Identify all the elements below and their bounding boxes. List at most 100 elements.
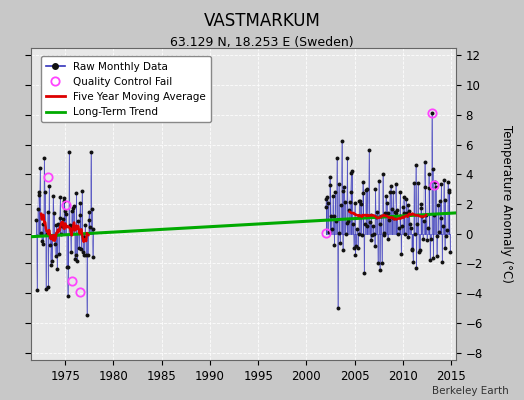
Point <box>50 210 58 216</box>
Point <box>358 232 366 239</box>
Point <box>69 205 78 212</box>
Point <box>355 198 364 204</box>
Point <box>381 210 389 216</box>
Point <box>334 181 343 188</box>
Point <box>359 190 368 196</box>
Point <box>424 171 433 178</box>
Point <box>323 194 332 200</box>
Point <box>330 242 339 248</box>
Point <box>58 223 66 229</box>
Point <box>397 251 406 258</box>
Point <box>398 223 406 229</box>
Point <box>396 189 405 196</box>
Point <box>431 178 439 185</box>
Point <box>411 162 420 168</box>
Point <box>387 214 396 220</box>
Point <box>414 248 423 255</box>
Point <box>417 200 425 207</box>
Point <box>80 252 88 258</box>
Point <box>370 242 379 249</box>
Point <box>322 196 331 202</box>
Point <box>333 305 342 312</box>
Point <box>396 213 404 220</box>
Point <box>335 230 344 236</box>
Point <box>59 194 68 201</box>
Point <box>442 233 451 240</box>
Point <box>46 242 54 248</box>
Point <box>392 210 400 217</box>
Point <box>324 199 332 206</box>
Point <box>372 186 380 192</box>
Point <box>348 168 356 175</box>
Point <box>394 231 402 238</box>
Point <box>333 155 341 162</box>
Point <box>402 209 411 216</box>
Point <box>438 258 446 265</box>
Point <box>410 180 418 186</box>
Point <box>45 183 53 190</box>
Point <box>387 183 395 189</box>
Point <box>71 256 79 262</box>
Point <box>413 221 421 227</box>
Point <box>399 204 407 210</box>
Point <box>42 230 51 237</box>
Point <box>373 208 381 215</box>
Point <box>85 209 93 215</box>
Point <box>443 227 451 234</box>
Point <box>68 208 76 214</box>
Point <box>337 137 346 144</box>
Point <box>361 221 369 228</box>
Point <box>425 185 433 191</box>
Point <box>337 202 345 208</box>
Point <box>408 246 416 252</box>
Point <box>78 187 86 194</box>
Point <box>43 208 52 215</box>
Point <box>40 155 49 162</box>
Point <box>325 174 334 180</box>
Point <box>61 208 69 214</box>
Point <box>429 255 438 262</box>
Point <box>444 179 452 186</box>
Point <box>430 212 439 218</box>
Point <box>329 192 337 199</box>
Point <box>390 208 399 215</box>
Point <box>35 192 43 198</box>
Point <box>406 220 414 227</box>
Point <box>377 213 385 219</box>
Point <box>325 229 333 235</box>
Point <box>390 214 398 221</box>
Point <box>385 216 394 223</box>
Point <box>79 249 87 256</box>
Point <box>326 182 335 188</box>
Point <box>343 155 352 161</box>
Point <box>374 260 382 266</box>
Point <box>412 265 421 271</box>
Point <box>75 245 83 252</box>
Point <box>429 166 437 172</box>
Point <box>54 221 62 227</box>
Point <box>366 237 375 243</box>
Point <box>439 223 447 230</box>
Point <box>420 218 428 224</box>
Point <box>384 210 392 217</box>
Point <box>331 189 340 196</box>
Point <box>88 206 96 212</box>
Point <box>383 200 391 206</box>
Point <box>367 212 376 218</box>
Point <box>376 220 385 227</box>
Point <box>354 245 362 252</box>
Point <box>77 246 85 252</box>
Point <box>384 236 392 243</box>
Point <box>433 232 442 239</box>
Point <box>346 189 355 196</box>
Legend: Raw Monthly Data, Quality Control Fail, Five Year Moving Average, Long-Term Tren: Raw Monthly Data, Quality Control Fail, … <box>41 56 211 122</box>
Point <box>440 176 448 183</box>
Point <box>321 204 330 210</box>
Point <box>422 212 430 218</box>
Point <box>416 247 424 254</box>
Point <box>409 259 418 265</box>
Point <box>445 187 454 193</box>
Point <box>70 203 78 210</box>
Point <box>42 286 50 292</box>
Point <box>444 188 453 195</box>
